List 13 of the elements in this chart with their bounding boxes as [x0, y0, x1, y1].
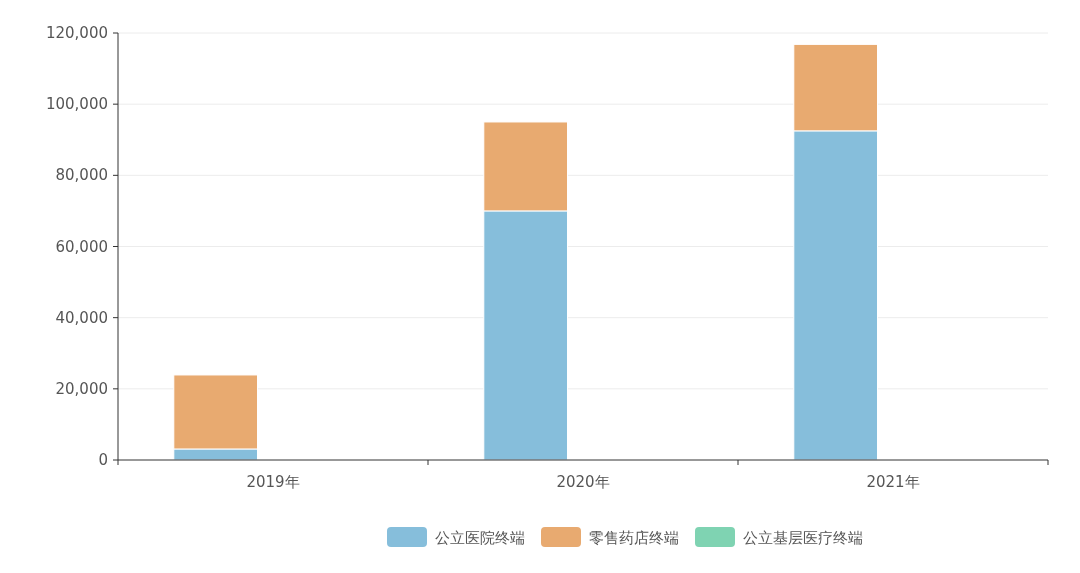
legend-label: 公立医院终端	[435, 529, 525, 547]
y-tick-label: 120,000	[45, 24, 108, 42]
y-tick-label: 40,000	[55, 308, 108, 327]
x-tick-label: 2019年	[246, 473, 300, 491]
y-tick-label: 20,000	[55, 379, 108, 398]
x-tick-label: 2020年	[556, 473, 610, 491]
legend-label: 公立基层医疗终端	[743, 529, 863, 547]
legend-label: 零售药店终端	[589, 529, 679, 547]
y-tick-label: 60,000	[55, 237, 108, 256]
y-tick-label: 80,000	[55, 166, 108, 185]
y-tick-label: 100,000	[45, 95, 108, 114]
x-tick-label: 2021年	[866, 473, 920, 491]
y-tick-label: 0	[98, 451, 108, 469]
